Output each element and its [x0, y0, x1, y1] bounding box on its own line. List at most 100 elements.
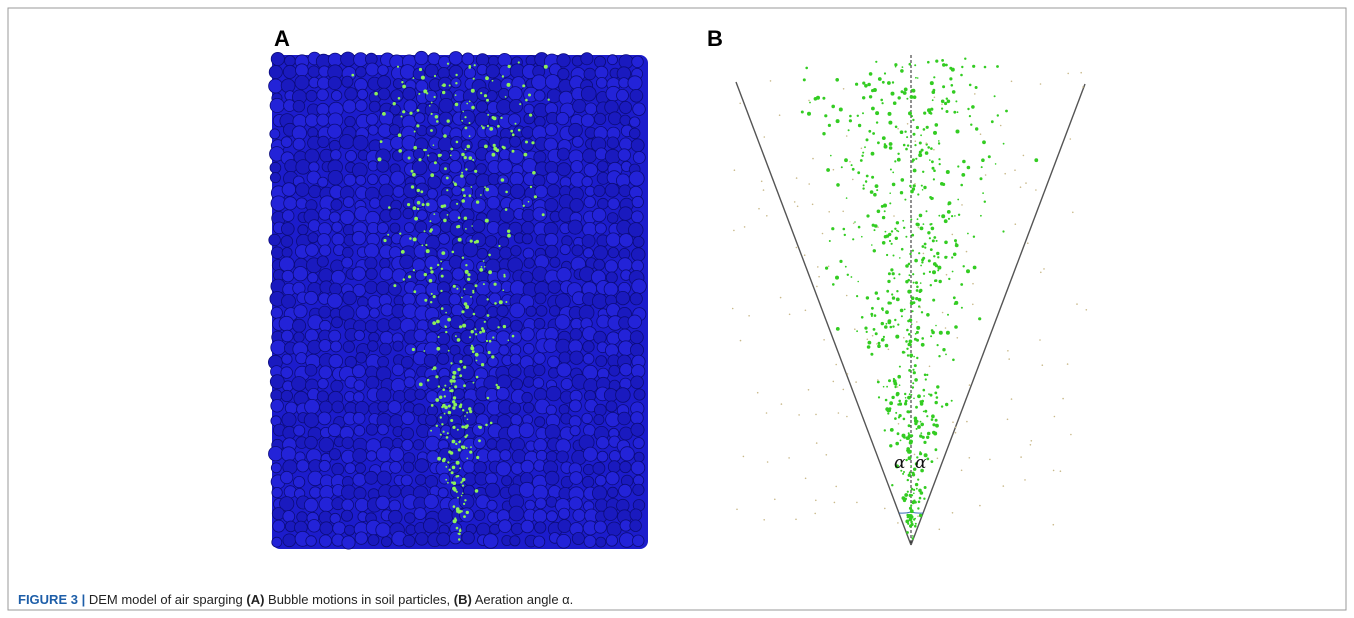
bubble: [449, 154, 452, 157]
caption-part-text: Bubble motions in soil particles,: [268, 592, 450, 607]
bubble: [1024, 479, 1026, 481]
soil-particle: [341, 535, 356, 550]
bubble: [457, 224, 461, 229]
bubble: [351, 73, 355, 77]
bubble: [872, 88, 877, 92]
soil-particle: [633, 451, 645, 463]
bubble: [884, 325, 888, 329]
soil-particle: [568, 496, 583, 511]
bubble: [442, 403, 446, 408]
bubble: [871, 223, 875, 227]
bubble: [1059, 470, 1062, 473]
bubble: [889, 202, 892, 205]
bubble: [452, 519, 457, 524]
bubble: [795, 177, 798, 179]
bubble: [960, 283, 964, 286]
soil-particle: [582, 148, 597, 164]
bubble: [845, 135, 848, 137]
soil-particle: [522, 247, 535, 260]
soil-particle: [352, 134, 369, 151]
bubble: [920, 148, 924, 152]
bubble: [954, 426, 957, 429]
bubble: [876, 209, 881, 214]
bubble: [446, 432, 449, 435]
soil-particle: [304, 398, 320, 415]
bubble: [906, 490, 909, 493]
bubble: [908, 471, 912, 474]
soil-particle: [328, 353, 344, 369]
soil-particle: [437, 487, 449, 499]
bubble: [916, 356, 919, 360]
soil-particle: [509, 171, 524, 187]
bubble: [979, 504, 981, 507]
soil-particle: [475, 100, 489, 113]
bubble: [915, 427, 918, 430]
bubble: [940, 405, 944, 408]
bubble: [915, 157, 918, 160]
bubble: [1035, 189, 1037, 191]
bubble: [1072, 211, 1074, 214]
bubble: [451, 481, 454, 484]
bubble: [876, 343, 878, 345]
bubble: [917, 425, 921, 429]
bubble: [739, 339, 742, 342]
bubble: [766, 461, 769, 463]
bubble: [902, 417, 906, 421]
bubble: [470, 88, 475, 93]
bubble: [915, 125, 920, 130]
bubble: [909, 184, 912, 188]
bubble: [918, 252, 921, 255]
bubble: [908, 111, 912, 116]
bubble: [839, 259, 843, 263]
bubble: [919, 306, 921, 309]
bubble: [896, 157, 901, 162]
bubble: [482, 283, 485, 286]
soil-particle: [521, 221, 535, 235]
bubble: [887, 408, 891, 413]
bubble: [896, 290, 899, 293]
bubble: [763, 136, 766, 138]
bubble: [399, 232, 402, 235]
soil-particle: [367, 124, 379, 136]
soil-particle: [521, 196, 534, 208]
bubble: [485, 187, 490, 192]
bubble: [475, 200, 480, 204]
bubble: [833, 501, 836, 504]
bubble: [468, 66, 472, 69]
bubble: [912, 371, 916, 375]
soil-particle: [567, 219, 583, 235]
soil-particle: [485, 64, 500, 79]
soil-particle: [508, 505, 525, 522]
soil-particle: [618, 54, 634, 69]
bubble: [999, 124, 1002, 127]
bubble: [919, 282, 922, 284]
bubble: [922, 256, 926, 260]
bubble: [906, 123, 909, 125]
bubble: [933, 76, 936, 79]
bubble: [856, 114, 859, 118]
soil-particle: [631, 247, 646, 262]
soil-particle: [278, 315, 295, 332]
bubble: [411, 347, 415, 352]
soil-particle: [597, 197, 609, 210]
soil-particle: [440, 173, 453, 186]
soil-particle: [392, 185, 405, 198]
bubble: [904, 402, 908, 406]
bubble: [911, 187, 916, 191]
bubble: [440, 307, 444, 310]
bubble: [432, 144, 435, 146]
bubble: [916, 456, 919, 459]
bubble: [930, 147, 933, 150]
bubble: [464, 269, 469, 274]
soil-particle: [377, 423, 389, 436]
bubble: [421, 203, 425, 207]
bubble: [908, 333, 911, 336]
bubble: [430, 404, 434, 407]
bubble: [379, 140, 383, 144]
soil-particle: [402, 207, 414, 220]
bubble: [883, 144, 888, 149]
bubble: [892, 254, 895, 257]
soil-particle: [520, 137, 535, 152]
bubble: [441, 251, 446, 256]
bubble: [923, 440, 927, 444]
